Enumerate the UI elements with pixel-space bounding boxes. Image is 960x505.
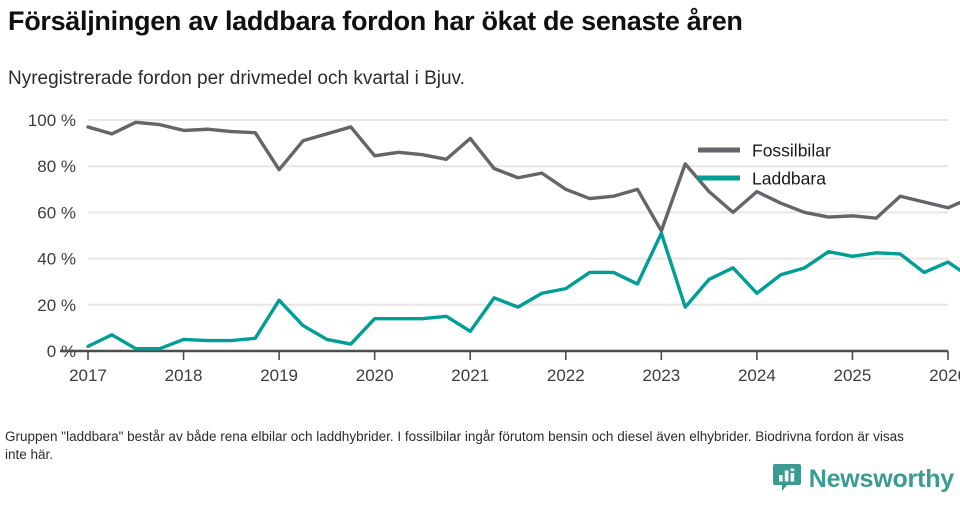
x-tick-label: 2022: [547, 366, 585, 385]
page-subtitle: Nyregistrerade fordon per drivmedel och …: [8, 68, 465, 89]
x-tick-label: 2021: [451, 366, 489, 385]
logo-text: Newsworthy: [808, 465, 954, 493]
legend-label: Fossilbilar: [752, 141, 831, 161]
series-lines: [86, 120, 960, 351]
x-tick-label: 2023: [642, 366, 680, 385]
bar-chart-bubble-icon: [772, 462, 802, 497]
x-tick-label: 2025: [834, 366, 872, 385]
chart-legend: Fossilbilar Laddbara: [698, 141, 831, 189]
chart-footnote: Gruppen "laddbara" består av både rena e…: [5, 429, 904, 462]
series-line-laddbara: [86, 231, 960, 351]
x-tick-label: 2018: [165, 366, 203, 385]
x-tick-label: 2026: [929, 366, 960, 385]
gridlines: [88, 119, 948, 306]
series-line-fossilbilar: [86, 120, 960, 233]
x-tick-label: 2017: [69, 366, 107, 385]
x-tick-label: 2024: [738, 366, 776, 385]
y-axis-tick-labels: 0 %20 %40 %60 %80 %100 %: [28, 111, 76, 361]
legend-label: Laddbara: [752, 169, 826, 189]
y-tick-label: 100 %: [28, 111, 76, 130]
page-title: Försäljningen av laddbara fordon har öka…: [8, 6, 743, 36]
x-axis-tick-labels: 2017 2018 2019 2020 2021 2022 2023 2024 2025 2026: [69, 351, 960, 385]
y-tick-label: 80 %: [37, 157, 76, 176]
y-tick-label: 20 %: [37, 296, 76, 315]
chart-svg: 0 %20 %40 %60 %80 %100 % 2017 2018 2019 202…: [28, 111, 960, 385]
x-tick-label: 2020: [356, 366, 394, 385]
y-tick-label: 60 %: [37, 203, 76, 222]
line-chart: 0 % 20 % 40 % 60 % 80 % 100 % 2017 2018 2019 202…: [0, 105, 960, 390]
y-tick-label: 40 %: [37, 250, 76, 269]
newsworthy-logo: Newsworthy: [772, 462, 954, 497]
x-tick-label: 2019: [260, 366, 298, 385]
